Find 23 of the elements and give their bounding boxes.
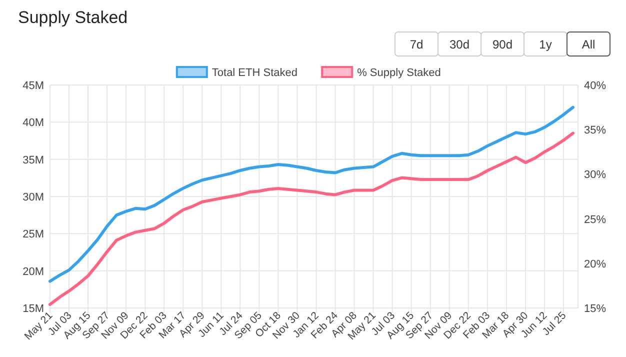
text: 1y <box>539 38 552 52</box>
y-tick-label: 30M <box>22 192 44 204</box>
text: 30d <box>449 38 470 52</box>
y-tick-label: 25M <box>22 228 44 241</box>
y2-tick-label: 35% <box>584 124 606 137</box>
y-tick-label: 35M <box>22 154 44 166</box>
y2-tick-label: 15% <box>584 303 606 315</box>
y-tick-label: 20M <box>22 266 44 278</box>
line-series <box>48 132 574 306</box>
y2-tick-label: 20% <box>584 258 606 270</box>
chart-title: Supply Staked <box>18 8 128 27</box>
line-series <box>48 106 574 283</box>
text: All <box>582 38 596 52</box>
y-tick-label: 45M <box>22 80 44 92</box>
y-tick-label: 15M <box>22 303 44 315</box>
y2-tick-label: 25% <box>584 214 606 226</box>
y2-tick-label: 40% <box>584 80 606 92</box>
text: 90d <box>492 38 513 52</box>
legend-label: Total ETH Staked <box>212 67 298 79</box>
text: 7d <box>410 38 424 52</box>
y2-tick-label: 30% <box>584 169 606 182</box>
legend-label: % Supply Staked <box>357 67 441 79</box>
y-tick-label: 40M <box>22 117 44 130</box>
